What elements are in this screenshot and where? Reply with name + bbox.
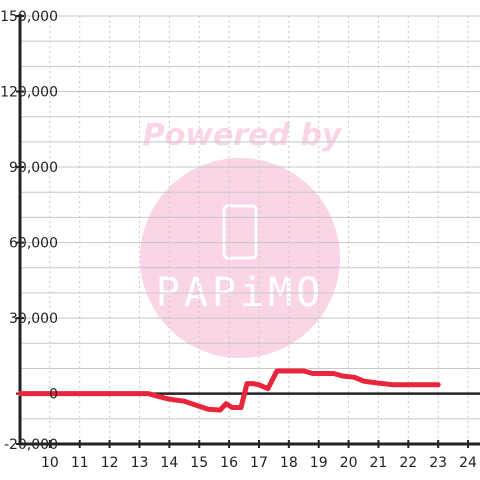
x-tick-label: 10 xyxy=(41,455,59,471)
x-tick-label: 24 xyxy=(459,455,477,471)
watermark-powered-by: Powered by xyxy=(143,118,343,153)
x-tick-label: 12 xyxy=(101,455,119,471)
y-tick-label: 0 xyxy=(49,387,58,403)
x-tick-labels: 10 11 12 13 14 15 16 17 18 19 20 21 22 23 24 xyxy=(41,455,477,471)
series xyxy=(17,368,441,413)
x-tick-label: 22 xyxy=(399,455,417,471)
y-tick-label: 150,000 xyxy=(0,9,58,25)
x-tick-label: 13 xyxy=(131,455,149,471)
x-tick-label: 21 xyxy=(370,455,388,471)
x-tick-label: 18 xyxy=(280,455,298,471)
y-tick-label: 120,000 xyxy=(0,85,58,101)
y-tick-label: 60,000 xyxy=(9,236,58,252)
x-tick-label: 16 xyxy=(220,455,238,471)
watermark: Powered by PAPiMO xyxy=(140,118,343,358)
x-tick-label: 14 xyxy=(160,455,178,471)
y-tick-label: 90,000 xyxy=(9,160,58,176)
x-tick-label: 17 xyxy=(250,455,268,471)
x-tick-label: 15 xyxy=(190,455,208,471)
y-tick-labels: -20,000 0 30,000 60,000 90,000 120,000 150,000 xyxy=(0,9,58,453)
watermark-phone-icon xyxy=(222,204,258,260)
x-tick-label: 19 xyxy=(310,455,328,471)
series-line xyxy=(17,368,441,413)
y-tick-label: 30,000 xyxy=(9,311,58,327)
y-tick-label: -20,000 xyxy=(4,437,58,453)
x-tick-label: 11 xyxy=(71,455,89,471)
x-tick-label: 23 xyxy=(429,455,447,471)
x-tick-label: 20 xyxy=(340,455,358,471)
